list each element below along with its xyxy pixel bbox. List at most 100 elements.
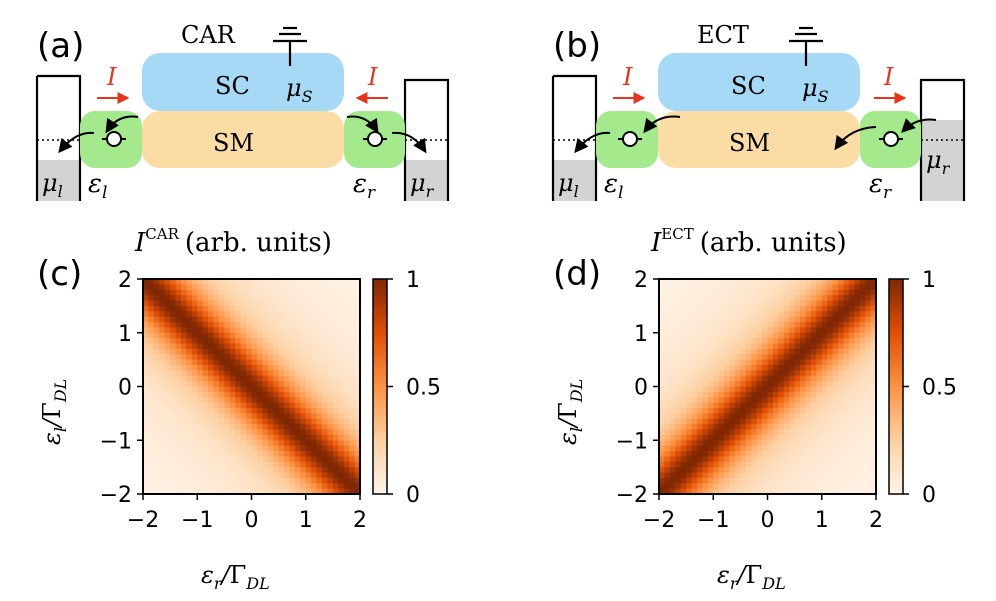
heatmap-cell xyxy=(305,295,312,302)
heatmap-cell xyxy=(338,402,345,409)
heatmap-cell xyxy=(262,434,269,441)
heatmap-cell xyxy=(664,413,671,420)
heatmap-cell xyxy=(659,408,666,414)
heatmap-cell xyxy=(859,305,866,312)
heatmap-cell xyxy=(762,483,769,490)
heatmap-cell xyxy=(343,365,350,371)
heatmap-cell xyxy=(143,332,150,339)
heatmap-cell xyxy=(789,300,796,307)
chart-c-colorbar xyxy=(372,278,388,495)
heatmap-cell xyxy=(229,279,236,285)
heatmap-cell xyxy=(164,451,171,457)
heatmap-cell xyxy=(789,429,796,436)
heatmap-cell xyxy=(821,429,828,436)
heatmap-cell xyxy=(702,348,709,355)
heatmap-cell xyxy=(794,408,801,414)
heatmap-cell xyxy=(343,370,350,377)
heatmap-cell xyxy=(707,327,714,334)
heatmap-cell xyxy=(343,402,350,409)
heatmap-cell xyxy=(311,467,318,474)
heatmap-cell xyxy=(659,381,666,388)
heatmap-cell xyxy=(870,451,877,457)
x-tick-label: −1 xyxy=(697,508,729,533)
heatmap-cell xyxy=(805,483,812,490)
heatmap-cell xyxy=(349,418,356,425)
heatmap-cell xyxy=(702,461,709,468)
heatmap-cell xyxy=(686,365,693,371)
heatmap-cell xyxy=(311,408,318,414)
heatmap-cell xyxy=(729,381,736,388)
heatmap-cell xyxy=(800,327,807,334)
heatmap-cell xyxy=(718,375,725,382)
heatmap-cell xyxy=(343,354,350,361)
heatmap-cell xyxy=(267,322,274,328)
heatmap-cell xyxy=(148,424,155,431)
heatmap-cell xyxy=(191,445,198,452)
heatmap-cell xyxy=(327,311,334,318)
heatmap-cell xyxy=(680,381,687,388)
heatmap-cell xyxy=(745,477,752,484)
heatmap-cell xyxy=(751,316,758,323)
heatmap-cell xyxy=(734,408,741,414)
y-tick-label: −1 xyxy=(616,429,648,454)
heatmap-cell xyxy=(702,402,709,409)
heatmap-cell xyxy=(186,418,193,425)
heatmap-cell xyxy=(322,440,329,447)
heatmap-cell xyxy=(810,451,817,457)
heatmap-cell xyxy=(772,391,779,398)
heatmap-cell xyxy=(800,461,807,468)
heatmap-cell xyxy=(338,440,345,447)
heatmap-cell xyxy=(772,284,779,291)
heatmap-cell xyxy=(349,488,356,495)
heatmap-cell xyxy=(756,311,763,318)
heatmap-cell xyxy=(854,418,861,425)
heatmap-cell xyxy=(675,429,682,436)
heatmap-cell xyxy=(778,467,785,474)
heatmap-cell xyxy=(675,386,682,393)
heatmap-cell xyxy=(300,472,307,479)
heatmap-cell xyxy=(713,440,720,447)
heatmap-cell xyxy=(229,488,236,495)
heatmap-cell xyxy=(322,467,329,474)
heatmap-cell xyxy=(278,397,285,404)
heatmap-cell xyxy=(170,348,177,355)
heatmap-cell xyxy=(702,354,709,361)
heatmap-cell xyxy=(821,338,828,345)
heatmap-cell xyxy=(816,348,823,355)
heatmap-cell xyxy=(175,440,182,447)
heatmap-cell xyxy=(707,434,714,441)
heatmap-cell xyxy=(332,359,339,366)
heatmap-cell xyxy=(338,456,345,463)
heatmap-cell xyxy=(789,279,796,285)
heatmap-cell xyxy=(213,316,220,323)
right-lead-filled xyxy=(405,160,448,201)
heatmap-cell xyxy=(756,359,763,366)
heatmap-cell xyxy=(208,413,215,420)
heatmap-cell xyxy=(707,300,714,307)
heatmap-cell xyxy=(816,434,823,441)
heatmap-cell xyxy=(332,483,339,490)
heatmap-cell xyxy=(180,397,187,404)
heatmap-cell xyxy=(224,332,231,339)
heatmap-cell xyxy=(180,483,187,490)
heatmap-cell xyxy=(729,327,736,334)
sc-label: SC xyxy=(731,72,766,100)
heatmap-cell xyxy=(289,289,296,296)
colorbar-tick-label: 0 xyxy=(922,483,936,508)
heatmap-cell xyxy=(729,365,736,371)
heatmap-cell xyxy=(800,284,807,291)
heatmap-cell xyxy=(164,408,171,414)
heatmap-cell xyxy=(854,279,861,285)
heatmap-cell xyxy=(789,461,796,468)
heatmap-cell xyxy=(354,348,361,355)
heatmap-cell xyxy=(865,397,872,404)
heatmap-cell xyxy=(707,338,714,345)
heatmap-cell xyxy=(854,397,861,404)
heatmap-cell xyxy=(778,424,785,431)
heatmap-cell xyxy=(702,284,709,291)
heatmap-cell xyxy=(338,279,345,285)
arrow-sm-to-right-dot-icon xyxy=(346,115,379,134)
heatmap-cell xyxy=(300,322,307,328)
heatmap-cell xyxy=(756,300,763,307)
heatmap-cell xyxy=(197,365,204,371)
